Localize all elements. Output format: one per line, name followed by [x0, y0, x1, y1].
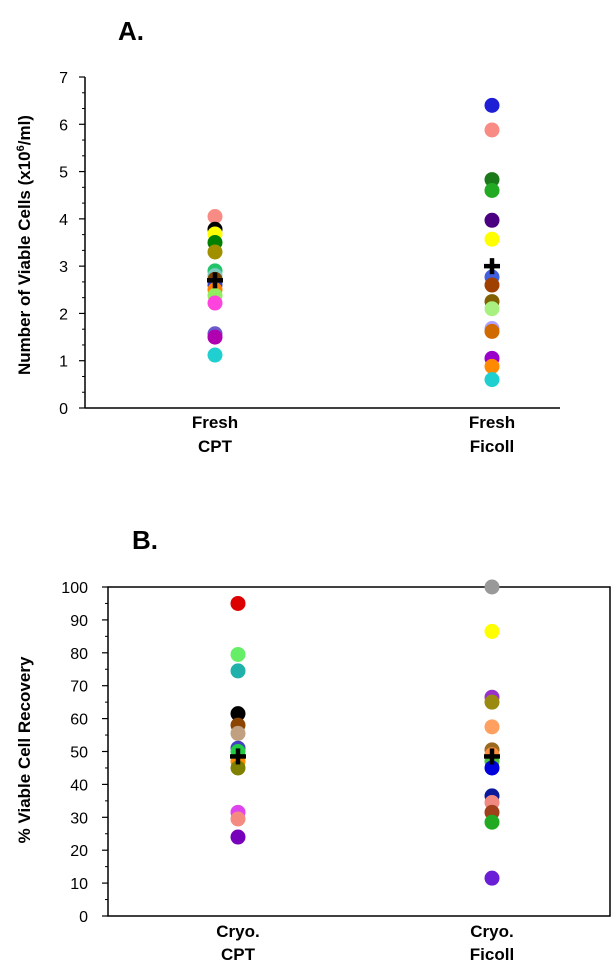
data-point: [484, 323, 500, 339]
y-tick-label: 70: [70, 679, 88, 696]
data-point: [484, 97, 500, 113]
panel-label: B.: [132, 525, 158, 555]
y-tick-label: 50: [70, 745, 88, 762]
data-point: [484, 122, 500, 138]
chart-panel-a: A. 0 1 2 3 4 5 6 7 Number of Viable Cells (x106/m…: [15, 16, 560, 456]
mean-marker: [207, 272, 223, 289]
data-point: [230, 760, 246, 776]
x-category-label: Fresh: [469, 413, 515, 432]
data-point: [484, 182, 500, 198]
y-tick-label: 3: [59, 259, 68, 276]
mean-marker: [484, 258, 500, 275]
data-point: [230, 829, 246, 845]
y-tick-label: 7: [59, 70, 68, 87]
x-category-label: Fresh: [192, 413, 238, 432]
x-category-label: Ficoll: [470, 945, 514, 964]
y-tick-label: 5: [59, 165, 68, 182]
y-tick-label: 90: [70, 613, 88, 630]
chart-panel-b: B. 0 10 20 30 40 50 60 70 80 90 100 % Viable Cell Re…: [15, 525, 611, 964]
data-point: [484, 372, 500, 388]
y-tick-label: 0: [59, 401, 68, 418]
y-tick-label: 40: [70, 777, 88, 794]
data-point: [230, 811, 246, 827]
data-point: [484, 277, 500, 293]
data-point: [207, 208, 223, 224]
y-tick-label: 80: [70, 646, 88, 663]
data-point: [484, 814, 500, 830]
data-point: [230, 706, 246, 722]
data-point: [484, 694, 500, 710]
data-point: [484, 579, 500, 595]
data-point: [484, 870, 500, 886]
plot-frame: [107, 586, 611, 917]
x-category-label: Ficoll: [470, 437, 514, 456]
x-category-label: CPT: [221, 945, 256, 964]
data-point: [484, 623, 500, 639]
y-tick-label: 1: [59, 354, 68, 371]
y-axis-title: Number of Viable Cells (x106/ml): [15, 115, 34, 375]
y-tick-label: 2: [59, 306, 68, 323]
x-category-label: CPT: [198, 437, 233, 456]
x-category-label: Cryo.: [216, 922, 259, 941]
y-tick-label: 4: [59, 212, 68, 229]
data-point: [207, 329, 223, 345]
data-point: [484, 358, 500, 374]
data-point: [484, 719, 500, 735]
y-tick-label: 10: [70, 876, 88, 893]
data-point: [230, 646, 246, 662]
data-point: [230, 663, 246, 679]
data-point: [484, 760, 500, 776]
data-point: [207, 295, 223, 311]
data-point: [484, 231, 500, 247]
y-tick-label: 60: [70, 712, 88, 729]
x-category-label: Cryo.: [470, 922, 513, 941]
y-tick-label: 6: [59, 117, 68, 134]
y-tick-label: 30: [70, 810, 88, 827]
y-axis-title: % Viable Cell Recovery: [15, 656, 34, 843]
mean-marker: [484, 748, 500, 765]
y-tick-label: 20: [70, 843, 88, 860]
data-point: [230, 595, 246, 611]
panel-label: A.: [118, 16, 144, 46]
data-point: [207, 244, 223, 260]
data-point: [230, 725, 246, 741]
data-point: [484, 301, 500, 317]
data-point: [484, 212, 500, 228]
y-tick-label: 100: [61, 580, 88, 597]
mean-marker: [230, 748, 246, 765]
y-tick-label: 0: [79, 909, 88, 926]
data-point: [207, 347, 223, 363]
data-point: [484, 172, 500, 188]
